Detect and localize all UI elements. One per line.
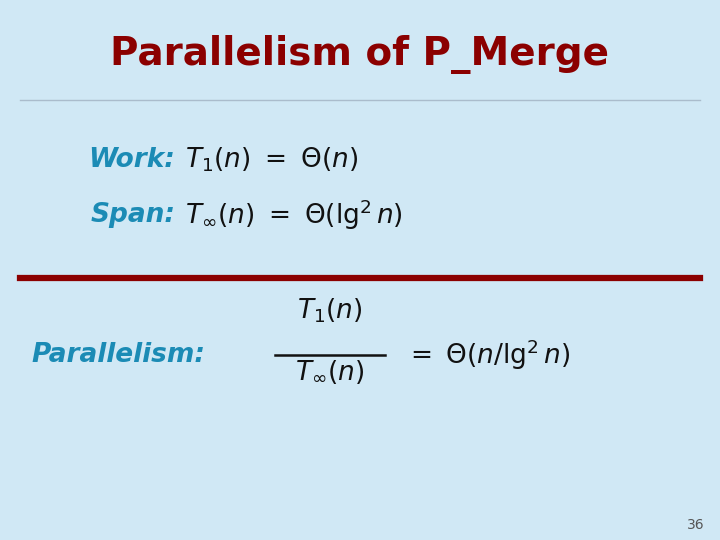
Text: Span:: Span: (90, 202, 175, 228)
Text: Work:: Work: (89, 147, 175, 173)
Text: Parallelism:: Parallelism: (31, 342, 205, 368)
Text: $T_1(n)\ =\ \Theta(n)$: $T_1(n)\ =\ \Theta(n)$ (185, 146, 358, 174)
Text: $T_{\infty}(n)\ =\ \Theta(\lg^2 n)$: $T_{\infty}(n)\ =\ \Theta(\lg^2 n)$ (185, 198, 403, 232)
Text: Parallelism of P_Merge: Parallelism of P_Merge (110, 36, 610, 75)
Text: 36: 36 (688, 518, 705, 532)
Text: $=\ \Theta(n/\lg^2 n)$: $=\ \Theta(n/\lg^2 n)$ (405, 338, 570, 372)
Text: $T_1(n)$: $T_1(n)$ (297, 296, 363, 325)
Text: $T_{\infty}(n)$: $T_{\infty}(n)$ (295, 358, 364, 386)
